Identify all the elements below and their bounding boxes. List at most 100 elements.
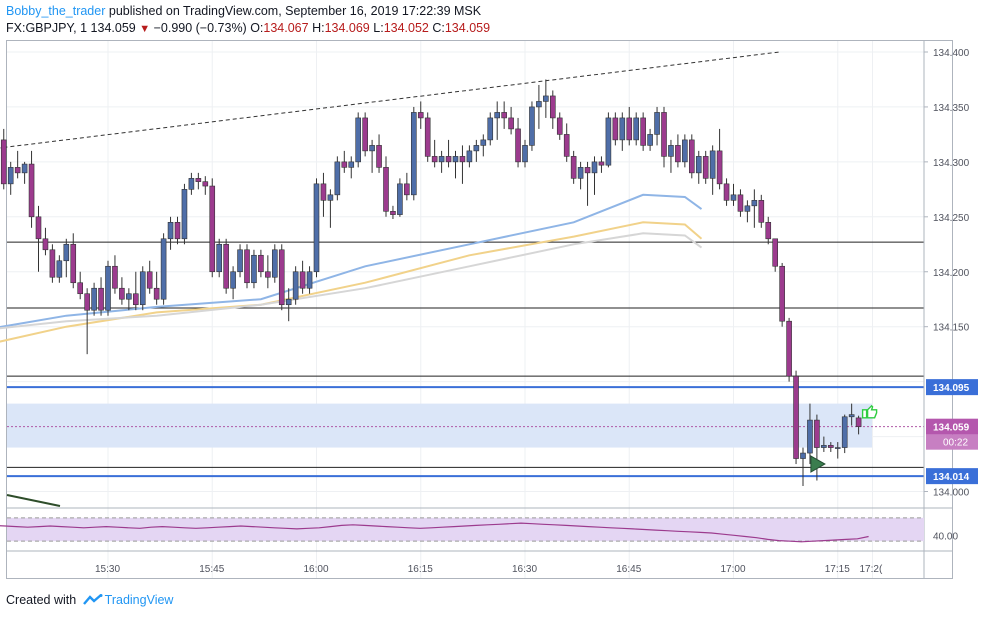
candle-body (251, 254, 257, 284)
candle (758, 194, 765, 228)
candle (508, 106, 514, 135)
candle (549, 90, 556, 129)
candle-body (202, 181, 209, 187)
candle (827, 442, 834, 452)
candle (702, 150, 709, 184)
candle (730, 183, 737, 206)
candle-body (772, 238, 779, 267)
candle (793, 370, 799, 465)
candle (285, 288, 292, 322)
candle (376, 134, 382, 173)
candle (112, 255, 118, 294)
candle (278, 244, 285, 311)
candle (91, 282, 97, 316)
tradingview-link[interactable]: TradingView (104, 593, 174, 607)
x-tick-label: 16:00 (304, 564, 329, 575)
candle (160, 233, 167, 305)
author-link[interactable]: Bobby_the_trader (6, 4, 106, 18)
candle-body (445, 156, 452, 163)
candle (654, 106, 660, 146)
upper-level-label: 134.095 (933, 383, 970, 394)
candle-body (21, 163, 28, 174)
close-value: 134.059 (444, 21, 491, 35)
candle-body (459, 156, 466, 163)
candle (390, 205, 396, 220)
candle (334, 156, 341, 201)
candle (251, 249, 257, 289)
candle (244, 244, 250, 289)
candle-body (619, 117, 626, 141)
candle-body (438, 156, 445, 163)
candle-body (633, 117, 640, 141)
candle (223, 238, 229, 294)
candle-body (508, 117, 514, 130)
candle (598, 156, 605, 173)
high-value: 134.069 (324, 21, 370, 35)
candle (216, 238, 222, 278)
candle-body (77, 282, 83, 295)
candle-body (91, 287, 97, 311)
y-tick-label: 134.300 (933, 158, 970, 169)
candle (494, 101, 501, 140)
candle-body (501, 112, 507, 119)
candle-body (834, 447, 841, 449)
candle (716, 128, 723, 190)
candle-body (160, 238, 167, 300)
rsi-line (0, 522, 869, 543)
candle-body (855, 417, 862, 427)
candle (591, 156, 598, 195)
candle-body (383, 167, 389, 212)
x-tick-label: 15:45 (199, 564, 224, 575)
candle (487, 112, 494, 146)
candle-body (654, 112, 660, 135)
candle (313, 178, 320, 278)
candle-body (814, 419, 820, 448)
candle (855, 415, 862, 435)
candle (7, 161, 14, 195)
x-tick-label: 15:30 (95, 564, 120, 575)
candle (105, 260, 111, 316)
open-value: 134.067 (263, 21, 309, 35)
candle-body (306, 271, 313, 289)
candle-body (244, 249, 250, 284)
candle (841, 414, 848, 454)
candle (153, 271, 160, 305)
green-arrow-icon (810, 455, 826, 473)
close-label: C: (432, 21, 445, 35)
candle-body (605, 117, 612, 166)
candle (14, 150, 21, 179)
candle-body (195, 178, 202, 182)
thumbs-up-icon (861, 404, 878, 419)
candle-body (800, 452, 806, 459)
candle (473, 139, 480, 162)
candle (49, 244, 56, 283)
candle-body (348, 161, 355, 168)
candle-body (376, 145, 382, 168)
candle-body (397, 183, 403, 215)
candle (751, 189, 758, 228)
candle-body (0, 139, 7, 185)
candle (181, 183, 188, 245)
candle (563, 123, 570, 162)
upper-level-label-bg (926, 379, 978, 396)
candle-body (793, 375, 799, 459)
candle (577, 161, 584, 190)
candle-body (7, 167, 14, 185)
candle (348, 156, 355, 179)
candle-body (334, 161, 341, 196)
candle-body (98, 287, 104, 311)
grid-lines (7, 41, 924, 578)
tradingview-logo-icon (82, 594, 103, 605)
candle (633, 112, 640, 146)
candle-body (695, 156, 702, 174)
symbol-label: FX:GBPJPY, 1 (6, 21, 88, 35)
candle (723, 178, 730, 206)
candle-body (647, 134, 653, 146)
published-text: published on TradingView.com, September … (108, 4, 482, 18)
candle (42, 227, 49, 256)
candle-body (786, 320, 792, 377)
candle (77, 271, 83, 300)
thumbs-up-shape (861, 404, 878, 419)
x-tick-label: 16:15 (408, 564, 433, 575)
